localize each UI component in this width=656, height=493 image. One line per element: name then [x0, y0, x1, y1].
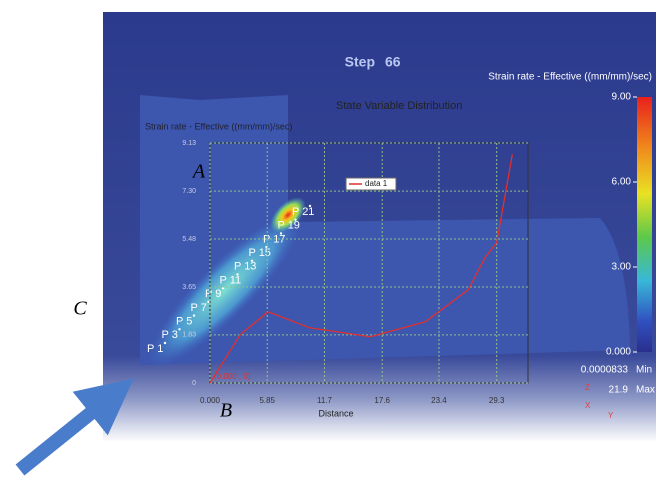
- chart-subtitle: Strain rate - Effective ((mm/mm)/sec): [145, 121, 292, 131]
- colorbar-label: 9.00: [612, 92, 632, 103]
- x-tick-label: 0.000: [200, 396, 221, 405]
- figure-label: B: [220, 400, 232, 422]
- screenshot: Step 66 Strain rate - Effective ((mm/mm)/s…: [0, 0, 656, 493]
- x-tick-label: 23.4: [431, 396, 447, 405]
- point-marker: [178, 328, 180, 330]
- max-label: Max: [636, 385, 655, 396]
- y-tick-label: 0: [192, 380, 196, 387]
- x-tick-label: 5.85: [259, 396, 275, 405]
- x-tick-label: 17.6: [374, 396, 390, 405]
- annotation: (0.000 , 0): [214, 372, 251, 381]
- min-value: 0.0000833: [581, 365, 629, 376]
- axis-y: Y: [608, 411, 614, 420]
- point-label: P 5: [176, 316, 192, 328]
- point-label: P 3: [162, 329, 178, 341]
- point-marker: [193, 314, 195, 316]
- chart-title: State Variable Distribution: [336, 100, 462, 112]
- arrow: [20, 396, 112, 470]
- axis-z: Z: [585, 383, 590, 392]
- axis-x: X: [585, 401, 591, 410]
- legend-label: data 1: [365, 179, 388, 188]
- point-label: P 13: [234, 261, 256, 273]
- point-label: P 1: [147, 343, 163, 355]
- variable-label: Strain rate - Effective ((mm/mm)/sec): [488, 72, 652, 83]
- max-value: 21.9: [609, 385, 629, 396]
- colorbar-label: 3.00: [612, 262, 632, 273]
- y-tick-label: 3.65: [182, 284, 196, 291]
- step-number: 66: [385, 54, 401, 70]
- x-tick-label: 29.3: [489, 396, 505, 405]
- y-tick-label: 7.30: [182, 188, 196, 195]
- colorbar-label: 0.000: [606, 347, 631, 358]
- point-label: P 9: [205, 288, 221, 300]
- figure-label: C: [73, 298, 87, 320]
- colorbar-label: 6.00: [612, 177, 632, 188]
- x-axis-label: Distance: [318, 408, 353, 418]
- y-tick-label: 5.48: [182, 236, 196, 243]
- x-tick-label: 11.7: [317, 396, 333, 405]
- colorbar: [637, 97, 652, 352]
- point-label: P 7: [191, 302, 207, 314]
- point-label: P 19: [278, 220, 300, 232]
- point-label: P 21: [292, 206, 314, 218]
- min-label: Min: [636, 365, 652, 376]
- point-marker: [164, 342, 166, 344]
- point-marker: [207, 301, 209, 303]
- point-label: P 11: [220, 274, 242, 286]
- y-tick-label: 9.13: [182, 140, 196, 147]
- figure-label: A: [191, 161, 206, 183]
- step-label: Step: [345, 54, 375, 70]
- y-tick-label: 1.83: [182, 332, 196, 339]
